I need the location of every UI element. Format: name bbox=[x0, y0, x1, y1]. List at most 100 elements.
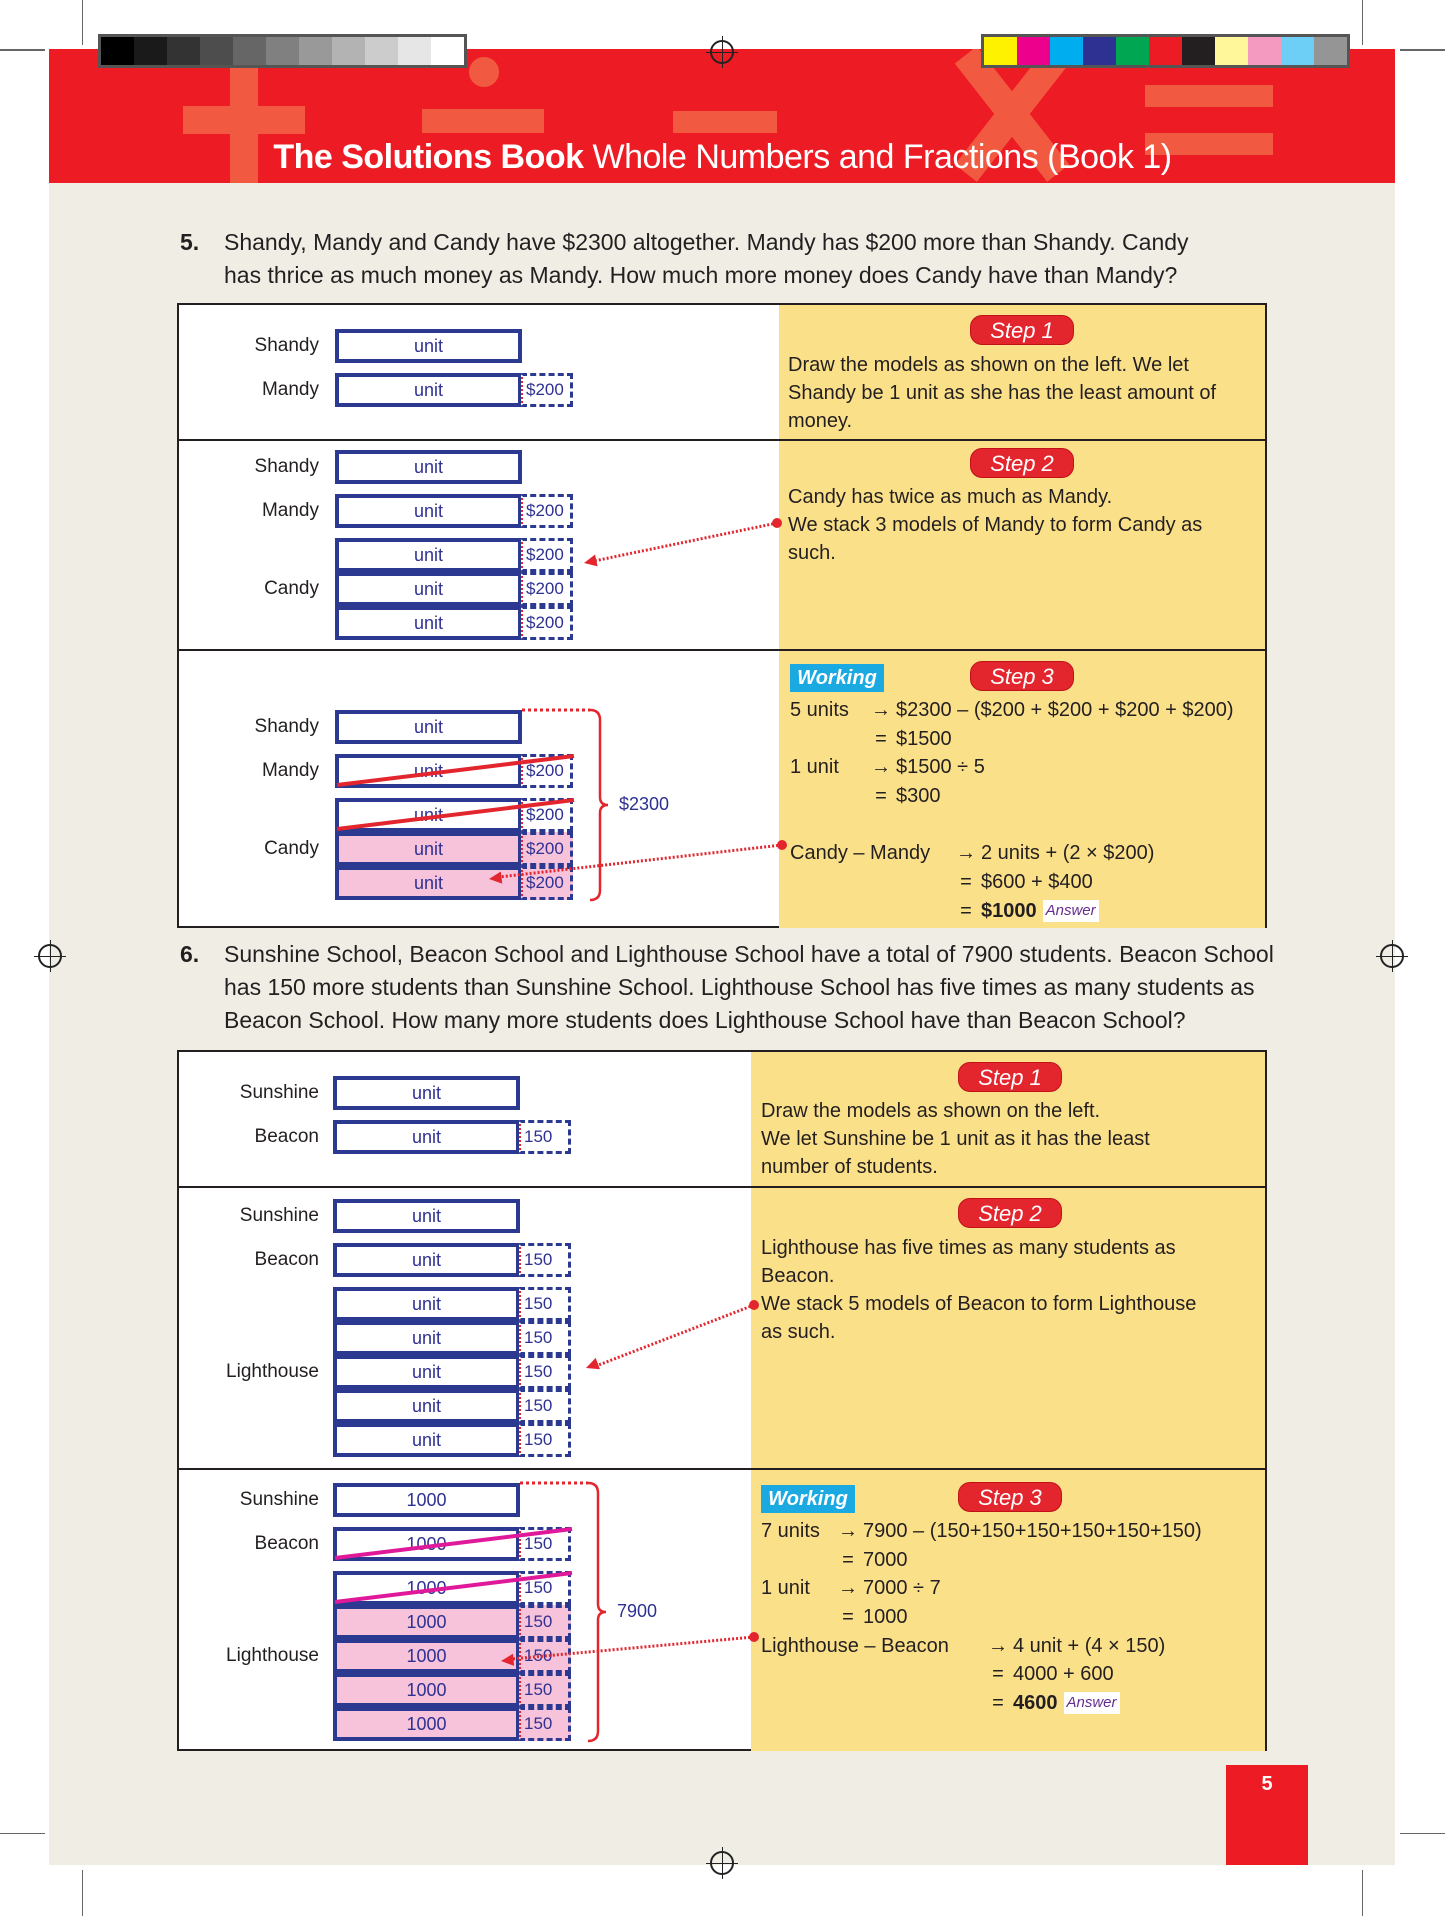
color-swatch bbox=[101, 37, 134, 65]
color-swatch bbox=[266, 37, 299, 65]
color-swatch bbox=[431, 37, 464, 65]
model-bar: unit bbox=[335, 832, 522, 866]
color-swatch bbox=[365, 37, 398, 65]
working-value: $2300 – ($200 + $200 + $200 + $200) bbox=[896, 699, 1234, 721]
working-calculation: 5 units → $2300 – ($200 + $200 + $200 + $2… bbox=[790, 696, 1234, 926]
working-operator: = bbox=[842, 1606, 854, 1629]
model-bar: unit bbox=[335, 373, 522, 407]
model-bar: 1000 bbox=[333, 1707, 520, 1741]
color-swatch bbox=[398, 37, 431, 65]
solution-step-row: Step 1 Draw the models as shown on the le… bbox=[179, 305, 1265, 439]
step-text-line: We stack 3 models of Mandy to form Candy… bbox=[788, 514, 1203, 536]
plus-symbol-decoration bbox=[230, 67, 258, 183]
model-label: Lighthouse bbox=[226, 1645, 319, 1666]
working-line-label: 1 unit bbox=[761, 1577, 810, 1600]
step-text-line: such. bbox=[788, 542, 836, 564]
model-extension: 150 bbox=[519, 1243, 571, 1277]
step-text-line: money. bbox=[788, 410, 853, 432]
step-badge: Step 2 bbox=[970, 448, 1074, 478]
model-bar: unit bbox=[333, 1287, 520, 1321]
model-bar: unit bbox=[335, 606, 522, 640]
model-extension: 150 bbox=[519, 1673, 571, 1707]
step-text-line: as such. bbox=[761, 1321, 836, 1343]
model-label: Beacon bbox=[254, 1249, 319, 1270]
solution-step-row: Step 2 Lighthouse has five times as many … bbox=[179, 1186, 1265, 1468]
crop-mark bbox=[82, 0, 83, 45]
working-line: 1 unit → 7000 ÷ 7 bbox=[761, 1574, 1202, 1603]
working-line: = 7000 bbox=[761, 1546, 1202, 1575]
solution-step-row: Step 3 Working 7 units → 7900 – (150+150+150… bbox=[179, 1468, 1265, 1751]
arrow-start-dot bbox=[749, 1632, 759, 1642]
color-swatch bbox=[200, 37, 233, 65]
model-label: Beacon bbox=[254, 1126, 319, 1147]
divide-symbol-decoration bbox=[422, 109, 544, 133]
model-total: 7900 bbox=[617, 1601, 658, 1621]
working-line-label: 7 units bbox=[761, 1520, 820, 1542]
working-value: 4600 bbox=[1013, 1692, 1058, 1715]
cmyk-color-bar bbox=[981, 34, 1350, 68]
working-operator: = bbox=[875, 727, 887, 750]
working-operator: = bbox=[960, 899, 972, 922]
step-badge: Step 2 bbox=[958, 1198, 1062, 1228]
crop-mark bbox=[0, 1833, 45, 1834]
model-label: Mandy bbox=[261, 500, 319, 521]
model-extension: 150 bbox=[519, 1355, 571, 1389]
working-value: 7000 ÷ 7 bbox=[863, 1577, 941, 1600]
crop-mark bbox=[82, 1870, 83, 1916]
working-operator: → bbox=[956, 842, 976, 865]
minus-symbol-decoration bbox=[673, 111, 777, 133]
model-extension: $200 bbox=[521, 832, 573, 866]
model-extension: $200 bbox=[521, 494, 573, 528]
color-swatch bbox=[1314, 37, 1347, 65]
working-operator: → bbox=[838, 1520, 858, 1542]
working-value: 2 units + (2 × $200) bbox=[981, 842, 1155, 865]
crop-mark bbox=[1400, 1833, 1445, 1834]
working-line: = 4600 Answer bbox=[761, 1689, 1202, 1718]
model-label: Beacon bbox=[254, 1533, 319, 1554]
working-operator: → bbox=[871, 756, 891, 779]
model-label: Candy bbox=[264, 578, 319, 599]
working-line: = 1000 bbox=[761, 1603, 1202, 1632]
working-line: 1 unit → $1500 ÷ 5 bbox=[790, 753, 1234, 782]
model-label: Mandy bbox=[261, 760, 319, 781]
crop-mark bbox=[1362, 0, 1363, 45]
step-text-line: Beacon. bbox=[761, 1265, 835, 1287]
registration-mark-icon bbox=[1376, 940, 1408, 972]
model-extension: $200 bbox=[521, 572, 573, 606]
model-extension: 150 bbox=[519, 1389, 571, 1423]
model-bar: unit bbox=[333, 1199, 520, 1233]
step-explanation-panel: Step 1 Draw the models as shown on the le… bbox=[779, 305, 1265, 439]
working-operator: = bbox=[992, 1692, 1004, 1715]
arrow-start-dot bbox=[772, 518, 782, 528]
working-value: $1500 bbox=[896, 727, 952, 750]
model-label: Lighthouse bbox=[226, 1361, 319, 1382]
dotted-arrow-line bbox=[498, 843, 783, 879]
arrow-head-icon bbox=[489, 871, 503, 884]
step-explanation-panel: Step 1 Draw the models as shown on the le… bbox=[751, 1052, 1265, 1186]
model-extension: $200 bbox=[521, 606, 573, 640]
working-badge: Working bbox=[790, 664, 884, 692]
model-total: $2300 bbox=[619, 794, 670, 814]
gray-color-bar bbox=[98, 34, 467, 68]
working-value: 4000 + 600 bbox=[1013, 1663, 1114, 1686]
question-text-line: Shandy, Mandy and Candy have $2300 altog… bbox=[224, 229, 1189, 255]
model-bar: unit bbox=[333, 1076, 520, 1110]
question-5-solution-table: Step 1 Draw the models as shown on the le… bbox=[177, 303, 1267, 928]
dotted-arrow-line bbox=[593, 521, 778, 563]
equals-symbol-decoration bbox=[1145, 85, 1273, 107]
question-text-line: has 150 more students than Sunshine Scho… bbox=[224, 974, 1255, 1000]
arrow-head-icon bbox=[586, 1357, 600, 1370]
answer-badge: Answer bbox=[1063, 1692, 1120, 1715]
working-badge: Working bbox=[761, 1485, 855, 1513]
model-extension: 150 bbox=[519, 1287, 571, 1321]
color-swatch bbox=[1017, 37, 1050, 65]
color-swatch bbox=[1248, 37, 1281, 65]
question-number: 6. bbox=[180, 941, 200, 967]
color-swatch bbox=[134, 37, 167, 65]
arrow-start-dot bbox=[777, 840, 787, 850]
answer-badge: Answer bbox=[1042, 900, 1099, 923]
working-line: 7 units → 7900 – (150+150+150+150+150+150) bbox=[761, 1517, 1202, 1546]
book-title-bold: The Solutions Book bbox=[273, 138, 584, 176]
arrow-head-icon bbox=[584, 554, 598, 567]
